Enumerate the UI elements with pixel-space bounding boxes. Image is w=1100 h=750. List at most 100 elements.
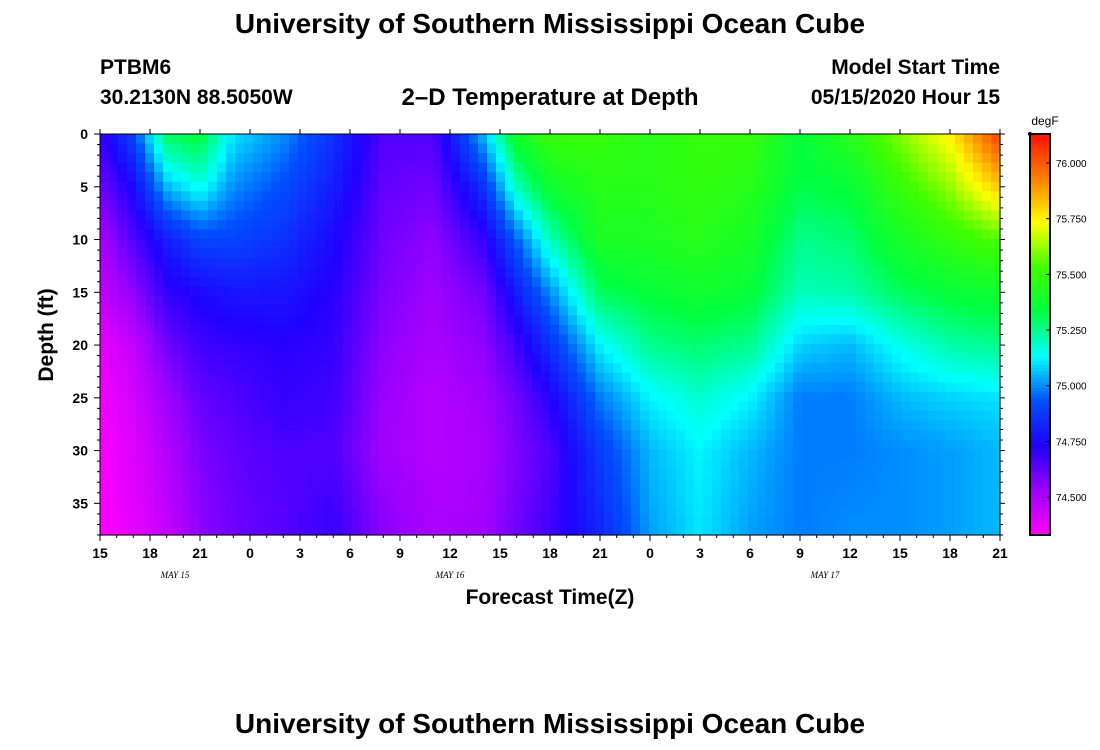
heatmap-cell — [883, 334, 893, 345]
heatmap-cell — [163, 305, 173, 317]
heatmap-cell — [280, 324, 290, 336]
heatmap-cell — [244, 239, 254, 250]
heatmap-cell — [721, 267, 731, 278]
heatmap-cell — [757, 210, 767, 221]
heatmap-cell — [460, 286, 470, 297]
heatmap-cell — [982, 239, 992, 250]
heatmap-cell — [982, 449, 992, 460]
heatmap-cell — [802, 487, 812, 498]
heatmap-cell — [577, 449, 587, 460]
heatmap-cell — [631, 391, 641, 402]
heatmap-cell — [163, 410, 173, 422]
heatmap-cell — [532, 363, 542, 374]
heatmap-cell — [361, 477, 371, 488]
heatmap-cell — [658, 153, 668, 164]
heatmap-cell — [118, 172, 128, 183]
heatmap-cell — [559, 296, 569, 307]
heatmap-cell — [766, 429, 776, 441]
heatmap-cell — [766, 382, 776, 393]
heatmap-cell — [253, 181, 263, 192]
heatmap-cell — [244, 506, 254, 517]
heatmap-cell — [118, 391, 128, 402]
heatmap-cell — [244, 401, 254, 412]
heatmap-cell — [181, 363, 191, 374]
heatmap-cell — [919, 487, 929, 498]
heatmap-cell — [829, 143, 839, 154]
heatmap-cell — [982, 363, 992, 374]
heatmap-cell — [181, 162, 191, 173]
heatmap-cell — [757, 477, 767, 488]
heatmap-cell — [613, 286, 623, 297]
heatmap-cell — [703, 267, 713, 278]
heatmap-cell — [226, 477, 236, 488]
heatmap-cell — [343, 458, 353, 469]
heatmap-cell — [694, 382, 704, 393]
heatmap-cell — [145, 153, 155, 164]
heatmap-cell — [910, 496, 920, 507]
heatmap-cell — [154, 344, 164, 355]
heatmap-cell — [253, 372, 263, 383]
heatmap-cell — [748, 200, 758, 211]
heatmap-cell — [550, 525, 560, 536]
heatmap-cell — [388, 401, 398, 412]
heatmap-cell — [640, 372, 650, 383]
heatmap-cell — [586, 372, 596, 383]
heatmap-cell — [775, 162, 785, 173]
heatmap-cell — [613, 506, 623, 517]
heatmap-cell — [973, 181, 983, 192]
heatmap-cell — [982, 515, 992, 527]
heatmap-cell — [568, 134, 578, 145]
heatmap-cell — [811, 344, 821, 355]
heatmap-cell — [280, 372, 290, 383]
heatmap-cell — [226, 515, 236, 527]
heatmap-cell — [433, 391, 443, 402]
heatmap-cell — [811, 372, 821, 383]
heatmap-cell — [982, 219, 992, 231]
heatmap-cell — [649, 449, 659, 460]
heatmap-cell — [550, 200, 560, 211]
heatmap-cell — [307, 334, 317, 345]
heatmap-cell — [658, 429, 668, 441]
heatmap-cell — [433, 286, 443, 297]
heatmap-cell — [838, 429, 848, 441]
heatmap-cell — [334, 353, 344, 364]
heatmap-cell — [532, 258, 542, 269]
heatmap-cell — [109, 296, 119, 307]
heatmap-cell — [289, 334, 299, 345]
heatmap-cell — [406, 382, 416, 393]
heatmap-cell — [361, 496, 371, 507]
heatmap-cell — [901, 410, 911, 422]
heatmap-cell — [739, 248, 749, 259]
heatmap-cell — [433, 382, 443, 393]
heatmap-cell — [280, 219, 290, 231]
heatmap-cell — [316, 258, 326, 269]
heatmap-cell — [334, 219, 344, 231]
heatmap-cell — [127, 458, 137, 469]
heatmap-cell — [226, 134, 236, 145]
heatmap-cell — [379, 458, 389, 469]
heatmap-cell — [694, 468, 704, 479]
heatmap-cell — [208, 191, 218, 202]
heatmap-cell — [973, 248, 983, 259]
heatmap-cell — [604, 420, 614, 431]
heatmap-cell — [370, 181, 380, 192]
heatmap-cell — [964, 143, 974, 154]
heatmap-cell — [928, 496, 938, 507]
heatmap-cell — [577, 181, 587, 192]
heatmap-cell — [973, 515, 983, 527]
heatmap-cell — [451, 229, 461, 240]
heatmap-cell — [199, 258, 209, 269]
heatmap-cell — [424, 344, 434, 355]
heatmap-cell — [568, 515, 578, 527]
heatmap-cell — [127, 439, 137, 450]
heatmap-cell — [217, 172, 227, 183]
heatmap-cell — [217, 219, 227, 231]
heatmap-cell — [307, 525, 317, 536]
heatmap-cell — [910, 191, 920, 202]
heatmap-cell — [343, 305, 353, 317]
heatmap-cell — [712, 315, 722, 326]
heatmap-cell — [487, 277, 497, 288]
heatmap-cell — [406, 496, 416, 507]
heatmap-cell — [622, 324, 632, 336]
heatmap-cell — [109, 239, 119, 250]
